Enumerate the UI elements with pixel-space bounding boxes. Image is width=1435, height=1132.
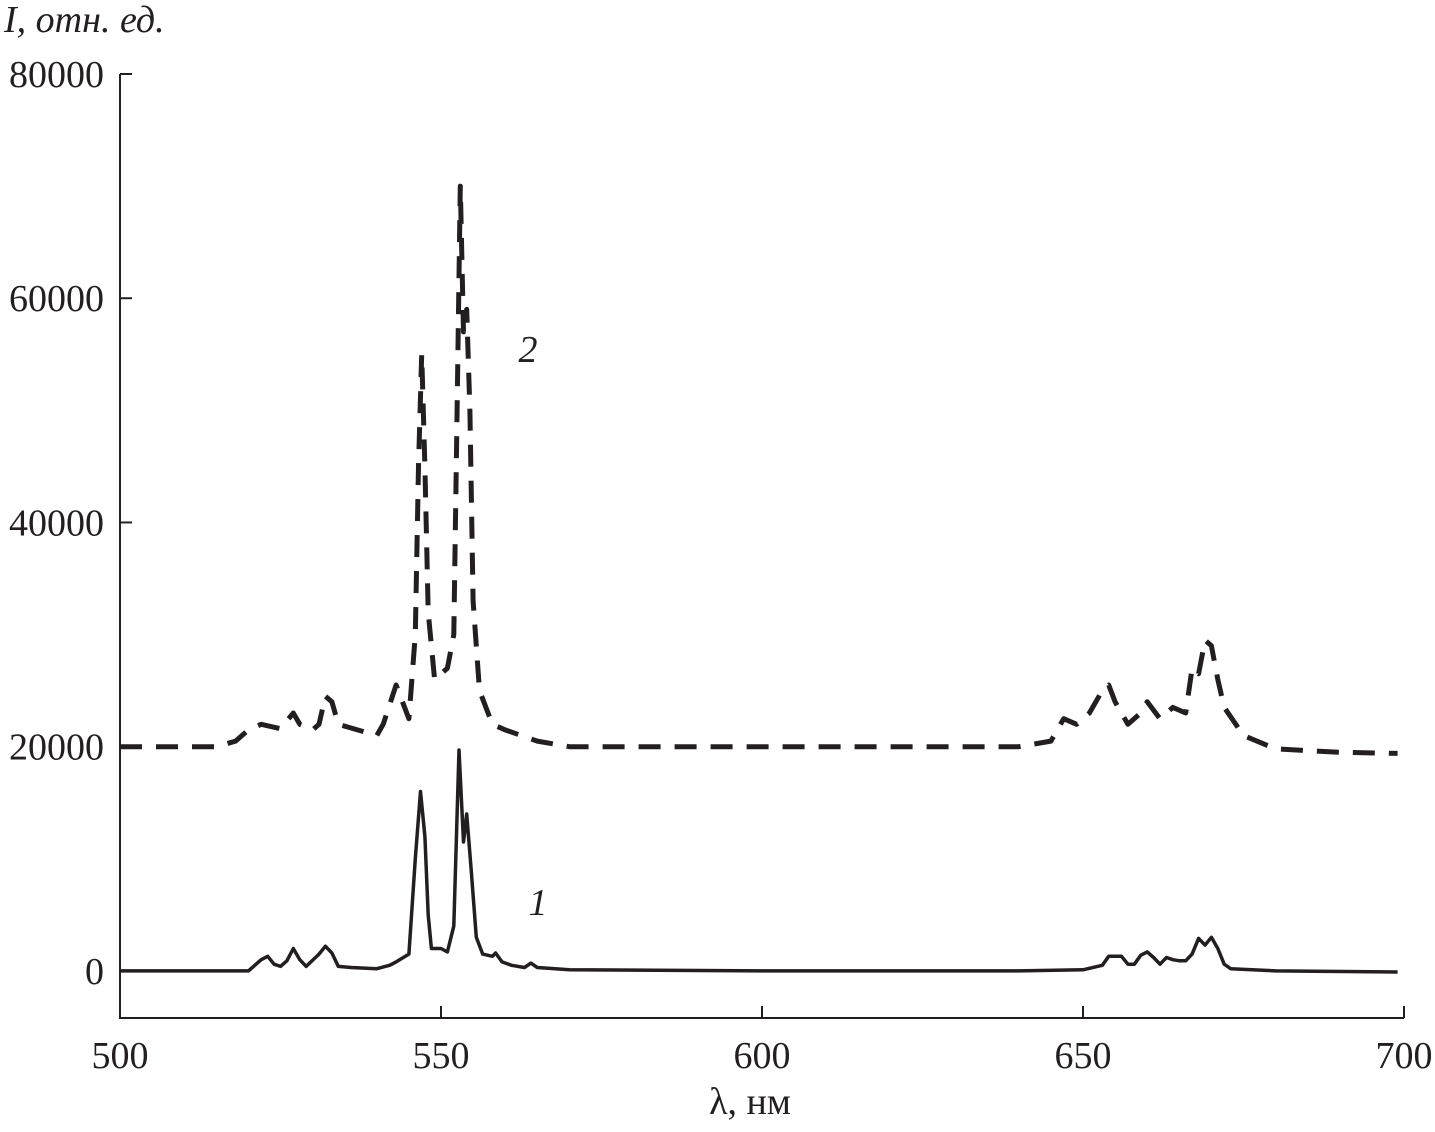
- x-tick-label: 550: [413, 1035, 470, 1077]
- y-tick-label: 60000: [9, 278, 104, 320]
- series-label: 1: [529, 882, 548, 924]
- series-label: 2: [519, 329, 538, 371]
- series-line: [120, 183, 1398, 756]
- x-tick-label: 650: [1055, 1035, 1112, 1077]
- y-tick-label: 0: [85, 951, 104, 993]
- y-tick-label: 80000: [9, 54, 104, 96]
- y-tick-label: 40000: [9, 502, 104, 544]
- series-line: [120, 748, 1398, 974]
- x-tick-label: 500: [92, 1035, 149, 1077]
- axes: [119, 74, 1404, 1019]
- y-tick-label: 20000: [9, 727, 104, 769]
- x-axis-label: λ, нм: [709, 1081, 791, 1123]
- y-axis-label: I, отн. ед.: [3, 0, 165, 41]
- x-tick-label: 700: [1376, 1035, 1433, 1077]
- x-tick-label: 600: [734, 1035, 791, 1077]
